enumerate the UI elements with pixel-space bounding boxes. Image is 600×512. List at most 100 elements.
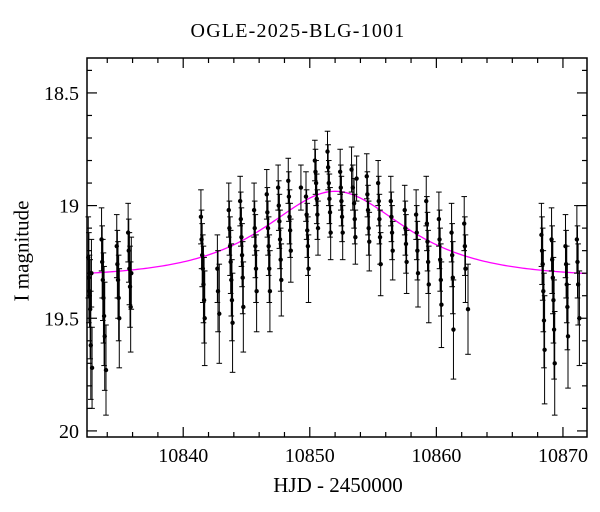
y-tick-label: 19.5 xyxy=(44,308,79,330)
data-point xyxy=(337,169,343,174)
data-point xyxy=(267,289,273,294)
axis-ticks xyxy=(87,58,587,437)
data-point xyxy=(402,207,407,213)
data-point xyxy=(217,311,222,316)
data-point xyxy=(265,210,270,215)
data-point xyxy=(542,347,547,352)
data-point xyxy=(375,180,381,186)
data-point xyxy=(303,194,309,199)
data-point xyxy=(462,243,468,249)
data-point xyxy=(338,185,343,190)
data-point xyxy=(376,198,381,204)
data-point xyxy=(425,259,431,265)
data-point xyxy=(277,237,283,242)
data-point xyxy=(253,266,259,271)
data-point xyxy=(541,289,546,294)
data-point xyxy=(277,219,282,224)
data-point xyxy=(198,214,204,220)
data-point xyxy=(305,243,311,249)
data-point xyxy=(437,257,443,262)
data-point xyxy=(354,176,359,181)
data-point xyxy=(298,185,304,190)
data-point xyxy=(377,234,383,240)
data-point xyxy=(550,275,556,280)
data-point xyxy=(202,316,207,321)
data-point xyxy=(287,228,293,233)
x-axis-label: HJD - 2450000 xyxy=(273,473,403,497)
tick-labels: 10840 10850 10860 10870 18.5 19 19.5 20 xyxy=(44,83,588,467)
data-point xyxy=(327,196,332,202)
data-point xyxy=(89,365,95,371)
data-point xyxy=(254,289,259,294)
data-point xyxy=(365,207,371,213)
data-point xyxy=(201,298,207,303)
data-point xyxy=(551,327,557,332)
data-point xyxy=(390,248,395,253)
data-point xyxy=(288,248,293,253)
data-point xyxy=(403,241,409,247)
data-point xyxy=(351,201,357,206)
data-point xyxy=(451,327,456,332)
data-point xyxy=(367,239,372,244)
data-point xyxy=(364,174,369,179)
data-point xyxy=(439,302,444,307)
data-point xyxy=(465,307,471,312)
data-point xyxy=(339,198,344,204)
data-point xyxy=(352,216,357,222)
data-point xyxy=(340,230,345,235)
data-point xyxy=(237,198,243,204)
data-point xyxy=(241,304,246,310)
y-tick-label: 19 xyxy=(59,196,79,218)
x-tick-label: 10870 xyxy=(538,445,588,467)
data-point xyxy=(266,243,271,249)
data-point xyxy=(404,259,409,265)
data-point xyxy=(403,225,408,231)
data-point xyxy=(436,216,442,222)
data-point xyxy=(551,298,556,303)
data-point xyxy=(315,225,321,231)
data-point xyxy=(227,225,232,231)
data-point xyxy=(305,228,310,233)
data-point xyxy=(313,169,318,174)
frame-rect xyxy=(86,57,588,438)
data-point xyxy=(389,214,394,220)
x-tick-label: 10860 xyxy=(411,445,461,467)
data-point xyxy=(287,214,292,220)
data-point xyxy=(226,207,231,213)
data-point xyxy=(278,257,283,262)
data-point xyxy=(415,248,420,253)
data-point xyxy=(265,225,271,231)
data-point xyxy=(314,196,319,202)
data-point xyxy=(128,304,133,310)
data-point xyxy=(275,185,281,190)
data-point xyxy=(426,282,431,287)
data-point xyxy=(286,178,291,184)
data-point xyxy=(229,298,235,303)
data-point xyxy=(252,225,257,231)
x-tick-label: 10840 xyxy=(158,445,208,467)
data-point xyxy=(450,275,456,280)
data-point xyxy=(565,304,570,310)
data-point xyxy=(129,270,134,276)
model-curve xyxy=(86,190,586,275)
data-point xyxy=(306,266,311,271)
data-point xyxy=(413,212,419,217)
y-tick-label: 18.5 xyxy=(44,83,79,105)
data-points-group xyxy=(85,130,583,416)
x-tick-label: 10850 xyxy=(285,445,335,467)
data-point xyxy=(541,318,547,323)
data-point xyxy=(276,203,281,208)
data-point xyxy=(552,361,557,366)
data-point xyxy=(540,261,545,267)
data-point xyxy=(378,261,383,267)
data-point xyxy=(304,212,309,217)
data-point xyxy=(424,221,430,226)
data-point xyxy=(116,295,121,301)
data-point xyxy=(353,234,358,240)
data-point xyxy=(424,198,429,204)
model-curve-group xyxy=(86,190,586,275)
data-point xyxy=(438,277,443,283)
data-point xyxy=(279,277,284,283)
data-point xyxy=(264,192,269,197)
